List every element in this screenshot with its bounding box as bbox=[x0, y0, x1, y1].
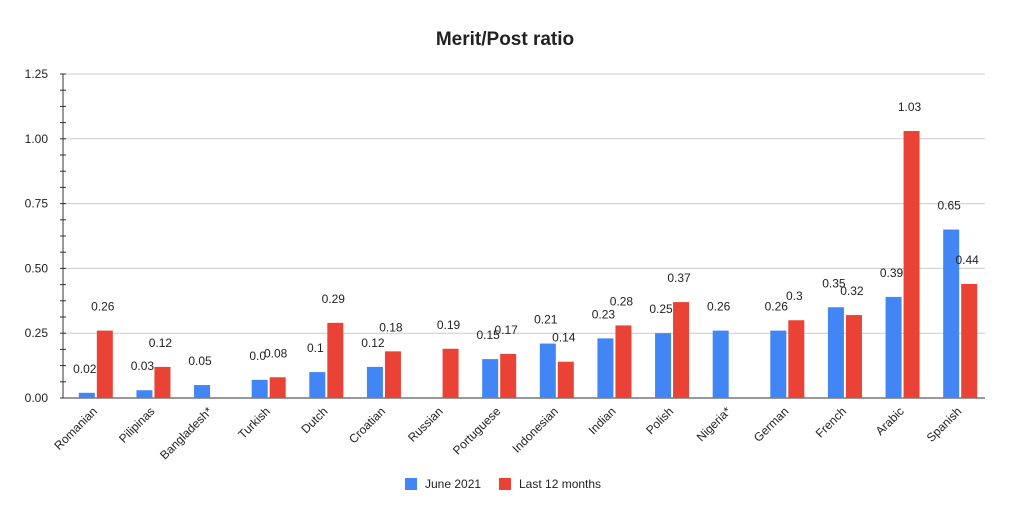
bar-june-2021 bbox=[78, 392, 95, 398]
data-label: 0.12 bbox=[361, 336, 385, 350]
data-label: 0.18 bbox=[379, 320, 403, 334]
bar-june-2021 bbox=[770, 330, 787, 398]
y-tick-label: 0.25 bbox=[25, 326, 49, 340]
data-label: 1.03 bbox=[898, 100, 922, 114]
y-tick-label: 0.00 bbox=[25, 391, 49, 405]
data-label: 0.32 bbox=[840, 284, 864, 298]
data-label: 0.21 bbox=[534, 313, 558, 327]
data-label: 0.28 bbox=[610, 294, 634, 308]
data-label: 0.23 bbox=[592, 307, 616, 321]
bar-last-12-months bbox=[557, 361, 574, 398]
data-label: 0.35 bbox=[822, 276, 846, 290]
data-label: 0.12 bbox=[149, 336, 173, 350]
bar-june-2021 bbox=[366, 366, 383, 398]
bar-june-2021 bbox=[597, 338, 614, 398]
data-label: 0.26 bbox=[707, 300, 731, 314]
x-tick-label: Bangladesh* bbox=[157, 404, 215, 462]
bar-last-12-months bbox=[327, 322, 344, 398]
x-tick-label: Nigeria* bbox=[694, 404, 734, 444]
data-label: 0.19 bbox=[437, 318, 461, 332]
bar-june-2021 bbox=[827, 307, 844, 398]
y-tick-label: 1.00 bbox=[25, 132, 49, 146]
data-label: 0.26 bbox=[765, 300, 789, 314]
bars: 0.02 0.26 0.03 0.12 0.05 0.00.08 0.1 0.29 0.12 0.… bbox=[73, 100, 980, 399]
y-tick-label: 0.50 bbox=[25, 261, 49, 275]
x-tick-label: Pilipinas bbox=[116, 404, 158, 446]
bar-june-2021 bbox=[194, 385, 211, 398]
legend-label: June 2021 bbox=[425, 477, 481, 491]
data-label: 0.17 bbox=[495, 323, 519, 337]
bar-last-12-months bbox=[788, 320, 805, 398]
data-label: 0.08 bbox=[264, 346, 288, 360]
data-label: 0.44 bbox=[956, 253, 980, 267]
bar-june-2021 bbox=[943, 229, 960, 398]
data-label: 0.14 bbox=[552, 331, 576, 345]
x-tick-label: French bbox=[813, 404, 849, 440]
bar-last-12-months bbox=[384, 351, 401, 398]
bar-last-12-months bbox=[269, 377, 286, 398]
data-label: 0.65 bbox=[938, 199, 962, 213]
bar-last-12-months bbox=[442, 348, 459, 398]
data-label: 0.03 bbox=[131, 359, 155, 373]
x-tick-label: Polish bbox=[643, 404, 676, 437]
bar-june-2021 bbox=[136, 390, 153, 398]
legend-swatch bbox=[499, 478, 511, 490]
bar-june-2021 bbox=[251, 379, 268, 398]
x-tick-label: Croatian bbox=[346, 404, 388, 446]
y-tick-label: 0.75 bbox=[25, 197, 49, 211]
data-label: 0.05 bbox=[188, 354, 212, 368]
bar-last-12-months bbox=[961, 283, 978, 398]
bar-june-2021 bbox=[712, 330, 729, 398]
bar-june-2021 bbox=[309, 372, 326, 398]
x-tick-label: Turkish bbox=[235, 404, 272, 441]
x-tick-label: Dutch bbox=[298, 404, 330, 436]
bar-last-12-months bbox=[845, 315, 862, 398]
bar-june-2021 bbox=[482, 359, 499, 398]
data-label: 0.0 bbox=[249, 349, 266, 363]
data-label: 0.02 bbox=[73, 362, 97, 376]
chart-title: Merit/Post ratio bbox=[436, 29, 574, 50]
x-tick-label: Spanish bbox=[924, 404, 965, 445]
bar-last-12-months bbox=[154, 366, 171, 398]
bar-last-12-months bbox=[615, 325, 632, 398]
bar-june-2021 bbox=[885, 296, 902, 398]
bar-last-12-months bbox=[903, 131, 920, 399]
data-label: 0.39 bbox=[880, 266, 904, 280]
data-label: 0.37 bbox=[667, 271, 691, 285]
bar-june-2021 bbox=[655, 333, 672, 398]
legend: June 2021 Last 12 months bbox=[405, 477, 601, 491]
bar-june-2021 bbox=[539, 343, 556, 398]
x-axis: Romanian Pilipinas Bangladesh* Turkish Dutch… bbox=[51, 404, 964, 462]
data-label: 0.25 bbox=[649, 302, 673, 316]
bar-last-12-months bbox=[673, 302, 690, 398]
x-tick-label: Russian bbox=[405, 404, 446, 445]
data-label: 0.3 bbox=[786, 289, 803, 303]
x-tick-label: German bbox=[751, 404, 792, 445]
bar-last-12-months bbox=[96, 330, 113, 398]
x-tick-label: Portuguese bbox=[450, 404, 504, 458]
y-axis: 0.00 0.25 0.50 0.75 1.00 1.25 bbox=[25, 67, 66, 405]
data-label: 0.29 bbox=[322, 292, 346, 306]
x-tick-label: Indonesian bbox=[510, 404, 561, 455]
x-tick-label: Arabic bbox=[873, 404, 907, 438]
x-tick-label: Indian bbox=[586, 404, 619, 437]
legend-label: Last 12 months bbox=[519, 477, 601, 491]
bar-last-12-months bbox=[500, 353, 517, 398]
data-label: 0.1 bbox=[307, 341, 324, 355]
data-label: 0.26 bbox=[91, 300, 115, 314]
legend-swatch bbox=[405, 478, 417, 490]
y-tick-label: 1.25 bbox=[25, 67, 49, 81]
x-tick-label: Romanian bbox=[51, 404, 100, 453]
data-label: 0.15 bbox=[477, 328, 501, 342]
